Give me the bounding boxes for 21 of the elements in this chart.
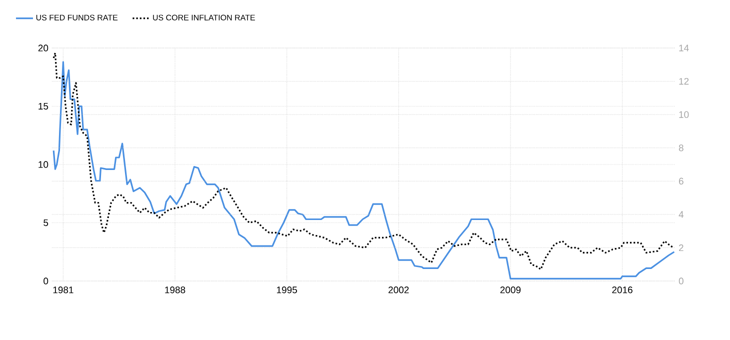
y2-tick-label: 14 [679, 44, 689, 52]
y2-tick-label: 12 [679, 78, 689, 85]
y2-tick-label: 6 [679, 178, 684, 185]
y2-tick-label: 10 [679, 111, 689, 118]
legend-label: US FED FUNDS RATE [36, 14, 118, 20]
x-tick-label: 1988 [165, 286, 186, 294]
y-tick-label: 10 [38, 161, 48, 168]
y2-tick-label: 0 [678, 278, 684, 284]
y2-tick-label: 4 [678, 211, 684, 218]
x-tick-label: 1981 [53, 286, 74, 294]
x-tick-label: 2009 [500, 286, 521, 294]
y2-tick-label: 2 [679, 244, 684, 252]
x-tick-label: 1995 [276, 286, 297, 294]
x-tick-label: 2002 [388, 286, 409, 294]
y-tick-label: 15 [38, 102, 48, 110]
x-tick-label: 2016 [612, 286, 632, 294]
y-tick-label: 0 [44, 278, 48, 284]
y-tick-label: 20 [38, 44, 48, 52]
y2-tick-label: 8 [678, 144, 684, 152]
y-tick-label: 5 [44, 219, 48, 226]
legend-label: US CORE INFLATION RATE [153, 14, 255, 20]
